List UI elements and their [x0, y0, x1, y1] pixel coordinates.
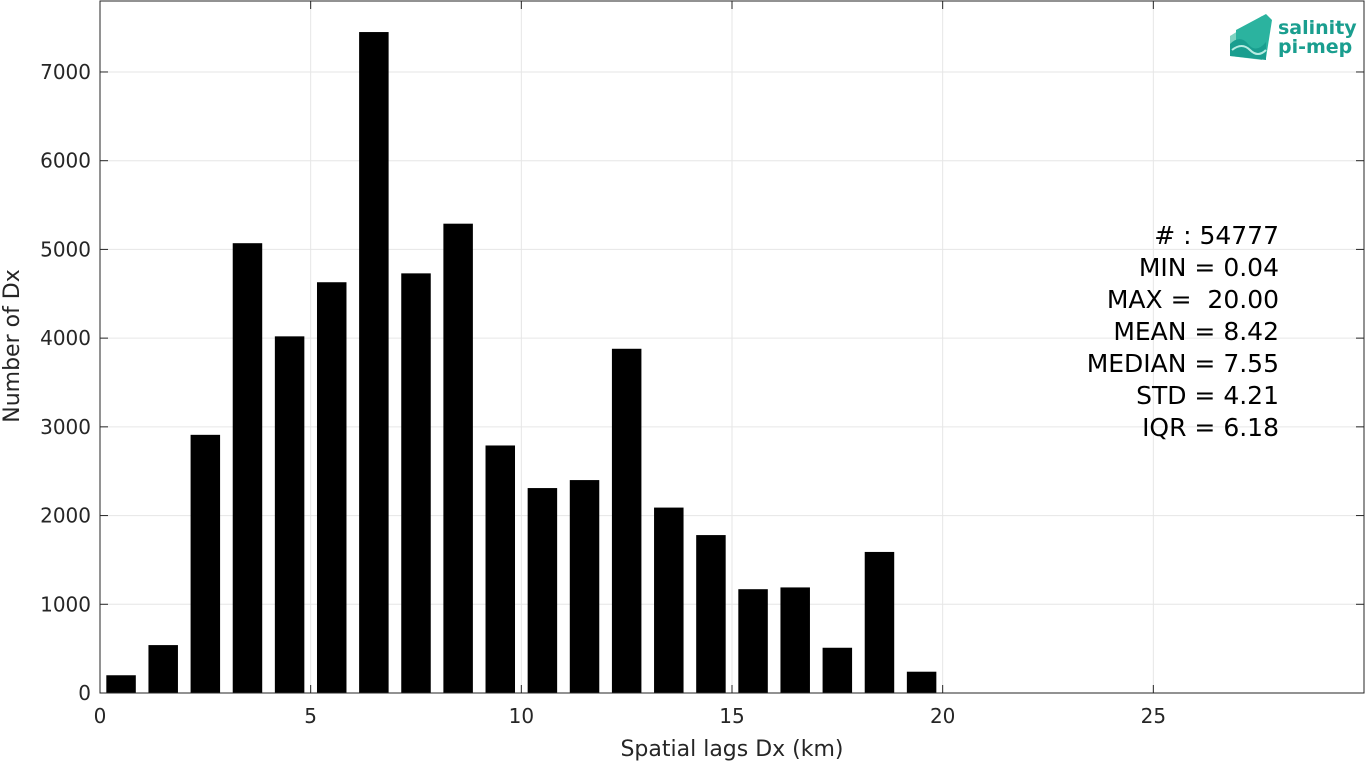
- salinity-pi-mep-logo: salinity pi-mep: [1230, 14, 1357, 60]
- y-tick-label: 6000: [40, 149, 91, 173]
- stats-line: MEDIAN = 7.55: [1087, 349, 1279, 378]
- x-tick-labels: 0 5 10 15 20 25: [94, 704, 1166, 728]
- y-tick-label: 4000: [40, 326, 91, 350]
- histogram-bar: [822, 647, 853, 693]
- y-axis-label: Number of Dx: [0, 269, 25, 423]
- x-axis-label: Spatial lags Dx (km): [620, 737, 843, 762]
- x-tick-label: 15: [719, 704, 744, 728]
- histogram-bar: [316, 282, 347, 693]
- logo-line-1: salinity: [1278, 17, 1357, 39]
- histogram-bar: [148, 645, 178, 693]
- histogram-bar: [106, 675, 136, 693]
- y-tick-label: 0: [78, 681, 91, 705]
- logo-line-2: pi-mep: [1278, 36, 1352, 58]
- stats-line: MEAN = 8.42: [1113, 317, 1279, 346]
- y-tick-label: 7000: [40, 60, 91, 84]
- histogram-bar: [906, 671, 937, 693]
- stats-annotation: # : 54777 MIN = 0.04 MAX = 20.00 MEAN = 8.4…: [1087, 221, 1279, 442]
- axis-ticks: [99, 1, 1364, 694]
- x-tick-label: 10: [509, 704, 534, 728]
- y-tick-label: 2000: [40, 504, 91, 528]
- bars: [106, 32, 937, 694]
- histogram-bar: [274, 336, 305, 693]
- histogram-bar: [780, 587, 810, 693]
- histogram-bar: [401, 273, 431, 693]
- histogram-bar: [611, 348, 642, 693]
- histogram-bar: [443, 223, 473, 693]
- stats-line: STD = 4.21: [1136, 381, 1279, 410]
- x-tick-label: 5: [304, 704, 317, 728]
- y-tick-labels: 0 1000 2000 3000 4000 5000 6000 7000: [40, 60, 91, 705]
- histogram-bar: [232, 243, 263, 693]
- histogram-bar: [654, 507, 684, 693]
- histogram-bar: [485, 445, 516, 693]
- stats-line: # : 54777: [1154, 221, 1279, 250]
- y-tick-label: 1000: [40, 592, 91, 616]
- histogram-bar: [527, 488, 558, 693]
- y-tick-label: 3000: [40, 415, 91, 439]
- stats-line: MIN = 0.04: [1139, 253, 1279, 282]
- y-tick-label: 5000: [40, 237, 91, 261]
- logo-wave-icon: [1230, 14, 1272, 60]
- histogram-bar: [864, 551, 895, 693]
- x-tick-label: 25: [1141, 704, 1166, 728]
- stats-line: IQR = 6.18: [1142, 413, 1279, 442]
- histogram-bar: [569, 480, 600, 693]
- histogram-bar: [190, 434, 221, 693]
- histogram-bar: [738, 589, 768, 693]
- x-tick-label: 0: [94, 704, 107, 728]
- histogram-bar: [359, 32, 389, 694]
- histogram-bar: [696, 535, 726, 693]
- x-tick-label: 20: [930, 704, 955, 728]
- stats-line: MAX = 20.00: [1107, 285, 1279, 314]
- grid-lines: [100, 1, 1364, 693]
